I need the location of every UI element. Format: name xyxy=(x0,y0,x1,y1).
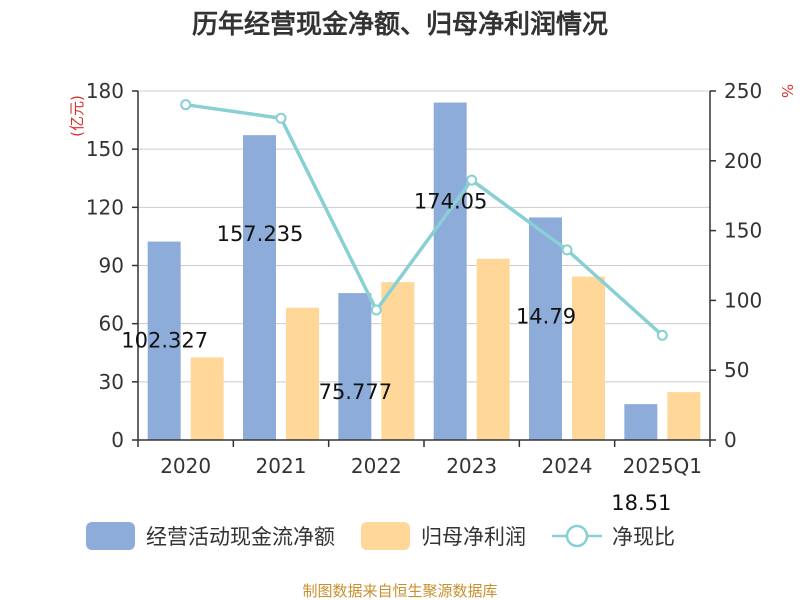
x-tick-label: 2022 xyxy=(351,454,402,478)
legend-label: 经营活动现金流净额 xyxy=(146,525,335,549)
y-left-tick-label: 150 xyxy=(86,137,124,161)
y-right-unit: % xyxy=(778,84,796,98)
legend-marker xyxy=(565,524,589,548)
chart-title: 历年经营现金净额、归母净利润情况 xyxy=(192,9,608,40)
net-profit-bar xyxy=(286,307,319,440)
y-left-tick-label: 60 xyxy=(99,312,124,336)
x-tick-label: 2025Q1 xyxy=(623,454,702,478)
y-left-tick-label: 0 xyxy=(111,428,124,452)
y-right-tick-label: 0 xyxy=(724,428,737,452)
y-right-tick-label: 250 xyxy=(724,79,762,103)
y-right-tick-label: 200 xyxy=(724,149,762,173)
ratio-point xyxy=(370,304,382,316)
net-profit-bar xyxy=(572,276,605,440)
y-left-tick-label: 120 xyxy=(86,195,124,219)
data-labels: 102.327 157.235 75.777 174.05 14.79 18.51 xyxy=(121,190,671,516)
cashflow-data-label: 14.79 xyxy=(516,304,576,328)
y-left-tick-label: 30 xyxy=(99,370,124,394)
y-right-tick-label: 50 xyxy=(724,358,749,382)
cashflow-bar xyxy=(433,102,467,441)
y-left-tick-label: 180 xyxy=(86,79,124,103)
x-tick-label: 2020 xyxy=(160,454,211,478)
cashflow-bar xyxy=(147,241,181,440)
cashflow-bar xyxy=(529,217,562,440)
ratio-point xyxy=(180,99,192,111)
ratio-point xyxy=(466,174,478,186)
cashflow-bar xyxy=(624,404,658,440)
net-profit-bar xyxy=(381,282,415,440)
cashflow-data-label: 75.777 xyxy=(319,380,392,404)
y-right-tick-label: 150 xyxy=(724,219,762,243)
x-tick-label: 2023 xyxy=(446,454,497,478)
cashflow-data-label: 102.327 xyxy=(121,329,208,353)
net-profit-bar xyxy=(476,258,510,440)
x-tick-label: 2021 xyxy=(256,454,307,478)
ratio-point xyxy=(561,244,573,256)
ratio-point xyxy=(275,112,287,124)
ratio-line-path xyxy=(185,102,664,337)
legend-swatch xyxy=(86,522,135,550)
source-note: 制图数据来自恒生聚源数据库 xyxy=(302,582,497,600)
legend-swatch xyxy=(361,522,410,550)
net-profit-bar xyxy=(667,392,701,440)
axes: 0 30 60 90 120 150 180 0 50 100 150 200 250 2020 2021 2… xyxy=(86,79,762,478)
legend: 经营活动现金流净额 归母净利润 净现比 xyxy=(86,522,675,550)
cashflow-data-label: 157.235 xyxy=(217,222,304,246)
y-right-tick-label: 100 xyxy=(724,288,762,312)
legend-label: 净现比 xyxy=(612,525,675,549)
x-tick-label: 2024 xyxy=(542,454,593,478)
bars xyxy=(147,102,701,441)
cashflow-bar xyxy=(243,135,276,441)
y-left-unit: (亿元) xyxy=(68,95,86,137)
net-profit-bar xyxy=(190,357,224,440)
y-left-tick-label: 90 xyxy=(99,254,124,278)
cashflow-data-label: 174.05 xyxy=(414,190,487,214)
cashflow-bar xyxy=(338,293,372,440)
grid xyxy=(138,90,710,383)
ratio-line xyxy=(180,99,668,341)
legend-label: 归母净利润 xyxy=(421,525,526,549)
ratio-point xyxy=(656,329,668,341)
cashflow-data-label: 18.51 xyxy=(611,491,671,515)
